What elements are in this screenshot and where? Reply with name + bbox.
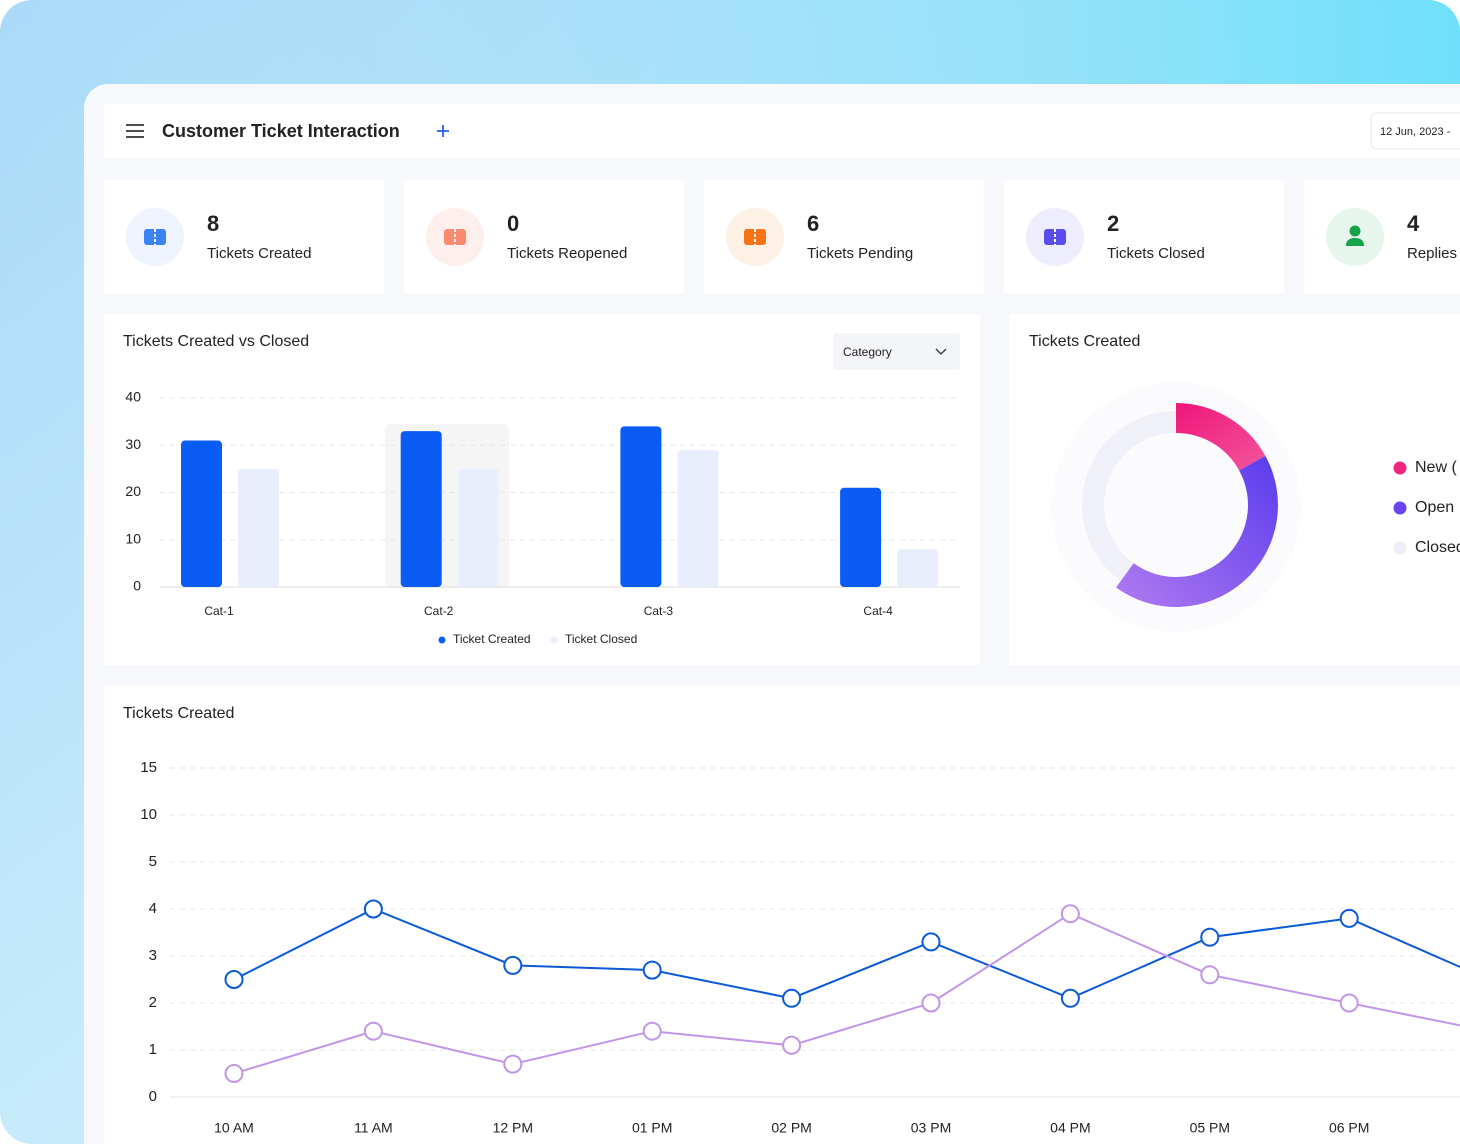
x-tick-label: 06 PM <box>1329 1120 1369 1136</box>
line-point <box>503 955 523 975</box>
x-tick-label: Cat-2 <box>424 604 454 618</box>
dropdown-label: Category <box>843 345 892 359</box>
line-card <box>104 685 1460 1144</box>
y-tick-label: 10 <box>125 530 141 546</box>
line-point <box>921 932 941 952</box>
stat-value: 8 <box>207 211 219 236</box>
date-range: 12 Jun, 2023 - <box>1380 126 1451 138</box>
x-tick-label: 01 PM <box>632 1120 672 1136</box>
y-tick-label: 10 <box>140 806 157 823</box>
bar <box>620 426 662 587</box>
x-tick-label: 12 PM <box>493 1120 533 1136</box>
line-point <box>782 1035 802 1055</box>
legend-label: Ticket Created <box>453 632 531 646</box>
stat-value: 2 <box>1107 211 1119 236</box>
legend-label: New ( <box>1415 459 1457 476</box>
y-tick-label: 2 <box>149 994 157 1011</box>
donut-segment <box>1116 455 1278 607</box>
bar <box>238 468 279 587</box>
line-point <box>1200 965 1220 985</box>
card-title: Tickets Created vs Closed <box>123 333 309 350</box>
bar <box>840 487 882 587</box>
legend-label: Closed <box>1415 539 1460 556</box>
card-title: Tickets Created <box>1029 333 1140 350</box>
x-tick-label: 05 PM <box>1190 1120 1230 1136</box>
y-tick-label: 0 <box>133 578 141 594</box>
x-tick-label: Cat-3 <box>644 604 674 618</box>
line-point <box>224 970 244 989</box>
y-tick-label: 1 <box>149 1041 157 1058</box>
menu-icon[interactable] <box>126 124 144 138</box>
line-point <box>224 1064 244 1083</box>
y-tick-label: 20 <box>125 483 141 499</box>
line-point <box>1060 988 1080 1008</box>
x-tick-label: Cat-4 <box>863 604 893 618</box>
legend-swatch <box>438 636 446 644</box>
stat-label: Tickets Closed <box>1107 245 1205 262</box>
bar <box>677 449 719 587</box>
line-point <box>782 988 802 1008</box>
x-tick-label: 10 AM <box>214 1120 254 1136</box>
line-point <box>503 1054 523 1074</box>
card-title: Tickets Created <box>123 705 234 722</box>
category-dropdown[interactable] <box>833 333 960 370</box>
stat-label: Tickets Created <box>207 245 311 262</box>
y-tick-label: 15 <box>140 759 157 776</box>
y-tick-label: 30 <box>125 436 141 452</box>
x-tick-label: 02 PM <box>771 1120 811 1136</box>
legend-label: Ticket Closed <box>565 632 637 646</box>
stat-icon <box>1346 238 1364 246</box>
donut-segment <box>1176 403 1266 471</box>
line-point <box>363 899 383 919</box>
line-point <box>921 993 941 1013</box>
legend-swatch <box>1393 541 1407 555</box>
y-tick-label: 3 <box>149 947 157 964</box>
add-button[interactable] <box>437 125 449 137</box>
line-series <box>233 912 1460 1075</box>
page-title: Customer Ticket Interaction <box>162 121 400 141</box>
header-bar <box>104 104 1460 158</box>
bar <box>181 440 222 587</box>
bar <box>897 549 939 587</box>
line-point <box>1339 993 1359 1013</box>
stat-value: 0 <box>507 211 519 236</box>
legend-swatch <box>550 636 558 644</box>
stat-cards: 8 Tickets Created 0 Tickets Reopened 6 Ticket… <box>104 180 1460 294</box>
x-tick-label: 03 PM <box>911 1120 951 1136</box>
stat-value: 6 <box>807 211 819 236</box>
line-point <box>1339 908 1359 928</box>
x-tick-label: 04 PM <box>1050 1120 1090 1136</box>
date-picker[interactable] <box>1370 112 1460 150</box>
bar <box>400 431 442 587</box>
line-series <box>233 907 1460 1000</box>
y-tick-label: 0 <box>149 1088 157 1105</box>
stat-label: Tickets Reopened <box>507 245 627 262</box>
line-point <box>1060 904 1080 924</box>
legend-swatch <box>1393 501 1407 515</box>
stat-icon <box>1349 225 1361 237</box>
legend-label: Open <box>1415 499 1454 516</box>
line-point <box>642 960 662 980</box>
y-tick-label: 40 <box>125 389 141 405</box>
stat-icon-bg <box>1326 208 1384 266</box>
line-point <box>363 1021 383 1041</box>
line-point <box>642 1021 662 1041</box>
x-tick-label: Cat-1 <box>204 604 234 618</box>
x-tick-label: 11 AM <box>354 1120 393 1136</box>
dropdown-chevron <box>935 348 947 356</box>
y-tick-label: 4 <box>149 900 157 917</box>
stat-label: Replies <box>1407 245 1457 262</box>
line-point <box>1200 927 1220 947</box>
stat-label: Tickets Pending <box>807 245 913 262</box>
legend-swatch <box>1393 461 1407 475</box>
y-tick-label: 5 <box>149 853 157 870</box>
stat-value: 4 <box>1407 211 1420 236</box>
bar <box>457 468 499 587</box>
